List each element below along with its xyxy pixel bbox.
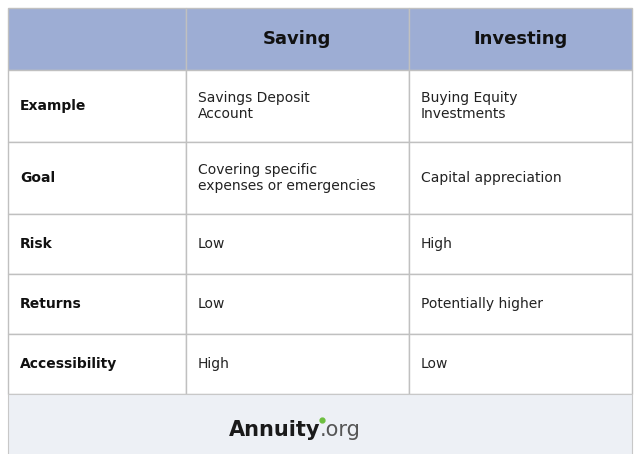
Bar bbox=[8, 334, 186, 394]
Bar bbox=[408, 70, 632, 142]
Text: Goal: Goal bbox=[20, 171, 55, 185]
Text: Covering specific
expenses or emergencies: Covering specific expenses or emergencie… bbox=[198, 163, 376, 193]
Text: High: High bbox=[198, 357, 230, 371]
Bar bbox=[8, 214, 186, 274]
Bar bbox=[408, 214, 632, 274]
Bar bbox=[8, 70, 186, 142]
Text: Annuity: Annuity bbox=[228, 420, 320, 440]
Bar bbox=[408, 334, 632, 394]
Text: Low: Low bbox=[198, 297, 225, 311]
Bar bbox=[408, 142, 632, 214]
Bar bbox=[186, 142, 408, 214]
Text: Potentially higher: Potentially higher bbox=[420, 297, 543, 311]
Bar bbox=[8, 8, 186, 70]
Text: Saving: Saving bbox=[263, 30, 332, 48]
Text: .org: .org bbox=[320, 420, 361, 440]
Text: Returns: Returns bbox=[20, 297, 82, 311]
Text: Low: Low bbox=[198, 237, 225, 251]
Text: Low: Low bbox=[420, 357, 448, 371]
Bar bbox=[408, 8, 632, 70]
Bar bbox=[186, 214, 408, 274]
Text: Buying Equity
Investments: Buying Equity Investments bbox=[420, 91, 517, 121]
Bar bbox=[8, 394, 632, 454]
Bar bbox=[186, 334, 408, 394]
Text: Capital appreciation: Capital appreciation bbox=[420, 171, 561, 185]
Bar bbox=[8, 274, 186, 334]
Bar bbox=[186, 70, 408, 142]
Bar bbox=[186, 8, 408, 70]
Bar bbox=[8, 142, 186, 214]
Text: Accessibility: Accessibility bbox=[20, 357, 117, 371]
Bar bbox=[186, 274, 408, 334]
Text: Example: Example bbox=[20, 99, 86, 113]
Bar bbox=[408, 274, 632, 334]
Text: High: High bbox=[420, 237, 452, 251]
Text: Savings Deposit
Account: Savings Deposit Account bbox=[198, 91, 310, 121]
Text: Risk: Risk bbox=[20, 237, 52, 251]
Text: Investing: Investing bbox=[473, 30, 568, 48]
